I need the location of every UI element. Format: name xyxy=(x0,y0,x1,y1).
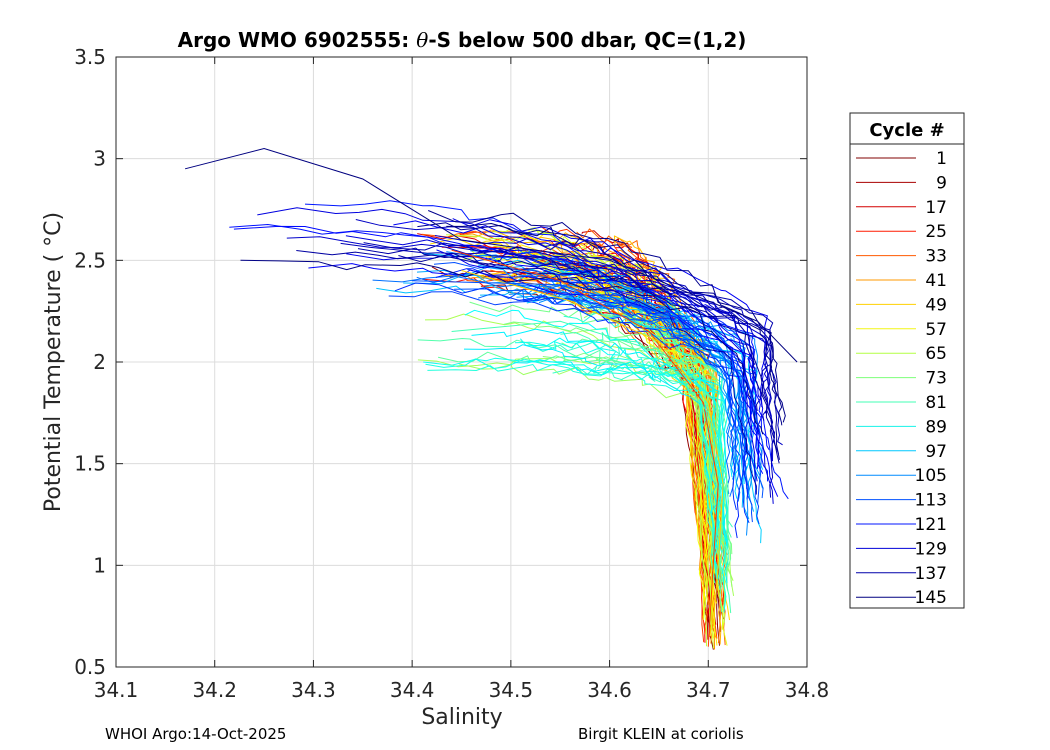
profile-line xyxy=(434,235,775,462)
footer-attribution: Birgit KLEIN at coriolis xyxy=(578,725,744,743)
profile-line xyxy=(340,242,772,421)
y-tick-label: 2 xyxy=(93,350,106,374)
profile-line xyxy=(524,267,741,499)
legend-label: 137 xyxy=(915,564,947,584)
profile-line xyxy=(423,357,724,549)
y-tick-label: 3 xyxy=(93,147,106,171)
profile-line-highlight xyxy=(451,320,729,566)
y-tick-label: 1 xyxy=(93,553,106,577)
legend-items: 1 9 17 25 33 41 49 57 65 73 81 89 97 105 113 121 129 137 1… xyxy=(856,149,947,608)
legend-label: 65 xyxy=(925,344,947,364)
profile-line xyxy=(477,289,733,495)
x-tick-label: 34.4 xyxy=(390,678,435,702)
profile-line xyxy=(257,207,758,482)
x-tick-label: 34.7 xyxy=(686,678,731,702)
legend-label: 113 xyxy=(915,491,947,511)
x-tick-label: 34.8 xyxy=(785,678,830,702)
legend: Cycle # 1 9 17 25 33 41 49 57 65 73 81 89 97 105 113 12… xyxy=(849,112,965,609)
legend-label: 73 xyxy=(925,369,947,389)
profile-line xyxy=(240,259,786,423)
legend-label: 33 xyxy=(925,247,947,267)
legend-label: 129 xyxy=(915,539,947,559)
x-tick-label: 34.6 xyxy=(587,678,632,702)
title-theta-symbol: θ xyxy=(416,28,428,52)
profile-line xyxy=(346,253,755,412)
x-axis: 34.1 34.2 34.3 34.4 34.5 34.6 34.7 34.8 xyxy=(94,57,830,702)
legend-label: 1 xyxy=(936,149,947,169)
legend-title: Cycle # xyxy=(869,120,944,141)
legend-label: 57 xyxy=(925,320,947,340)
legend-box xyxy=(849,112,965,609)
legend-label: 25 xyxy=(925,222,947,242)
x-tick-label: 34.3 xyxy=(291,678,336,702)
profile-line xyxy=(428,210,783,426)
legend-label: 89 xyxy=(925,417,947,437)
profile-line xyxy=(363,242,774,412)
profile-line-highlight xyxy=(412,280,764,505)
profile-line xyxy=(233,225,770,450)
profile-line xyxy=(427,364,721,569)
y-axis-label: Potential Temperature ( °C) xyxy=(41,212,66,512)
legend-label: 9 xyxy=(936,173,947,193)
footer-source-date: WHOI Argo:14-Oct-2025 xyxy=(105,725,287,743)
profile-line xyxy=(469,301,728,573)
profile-line xyxy=(296,250,780,454)
legend-label: 17 xyxy=(925,198,947,218)
x-tick-label: 34.1 xyxy=(94,678,139,702)
profile-line xyxy=(513,359,729,555)
profile-lines xyxy=(184,147,798,650)
profile-line xyxy=(532,277,757,539)
legend-label: 121 xyxy=(915,515,947,535)
legend-label: 41 xyxy=(925,271,947,291)
profile-line xyxy=(357,247,757,495)
legend-label: 97 xyxy=(925,442,947,462)
x-tick-label: 34.2 xyxy=(192,678,237,702)
y-tick-label: 1.5 xyxy=(74,452,106,476)
profile-line-highlight xyxy=(461,270,724,627)
legend-label: 81 xyxy=(925,393,947,413)
profile-line xyxy=(458,363,715,551)
profile-line-highlight xyxy=(451,249,719,647)
x-axis-label: Salinity xyxy=(421,705,502,730)
y-axis: 0.5 1 1.5 2 2.5 3 3.5 xyxy=(74,45,807,679)
profile-line xyxy=(516,297,737,511)
x-tick-label: 34.5 xyxy=(489,678,534,702)
y-tick-label: 2.5 xyxy=(74,248,106,272)
profile-line xyxy=(463,344,720,526)
legend-label: 105 xyxy=(915,466,947,486)
profile-line xyxy=(398,252,780,464)
profile-line xyxy=(470,250,716,639)
chart-title: Argo WMO 6902555: θ-S below 500 dbar, QC… xyxy=(178,28,747,52)
profile-line-highlight xyxy=(184,147,798,363)
y-tick-label: 3.5 xyxy=(74,45,106,69)
legend-label: 49 xyxy=(925,295,947,315)
profile-line xyxy=(471,328,729,584)
profile-line xyxy=(460,254,706,586)
y-tick-label: 0.5 xyxy=(74,655,106,679)
profile-line xyxy=(514,341,720,579)
profile-line xyxy=(417,222,780,460)
profile-line xyxy=(435,268,768,482)
legend-label: 145 xyxy=(915,588,947,608)
profile-line xyxy=(229,224,760,430)
